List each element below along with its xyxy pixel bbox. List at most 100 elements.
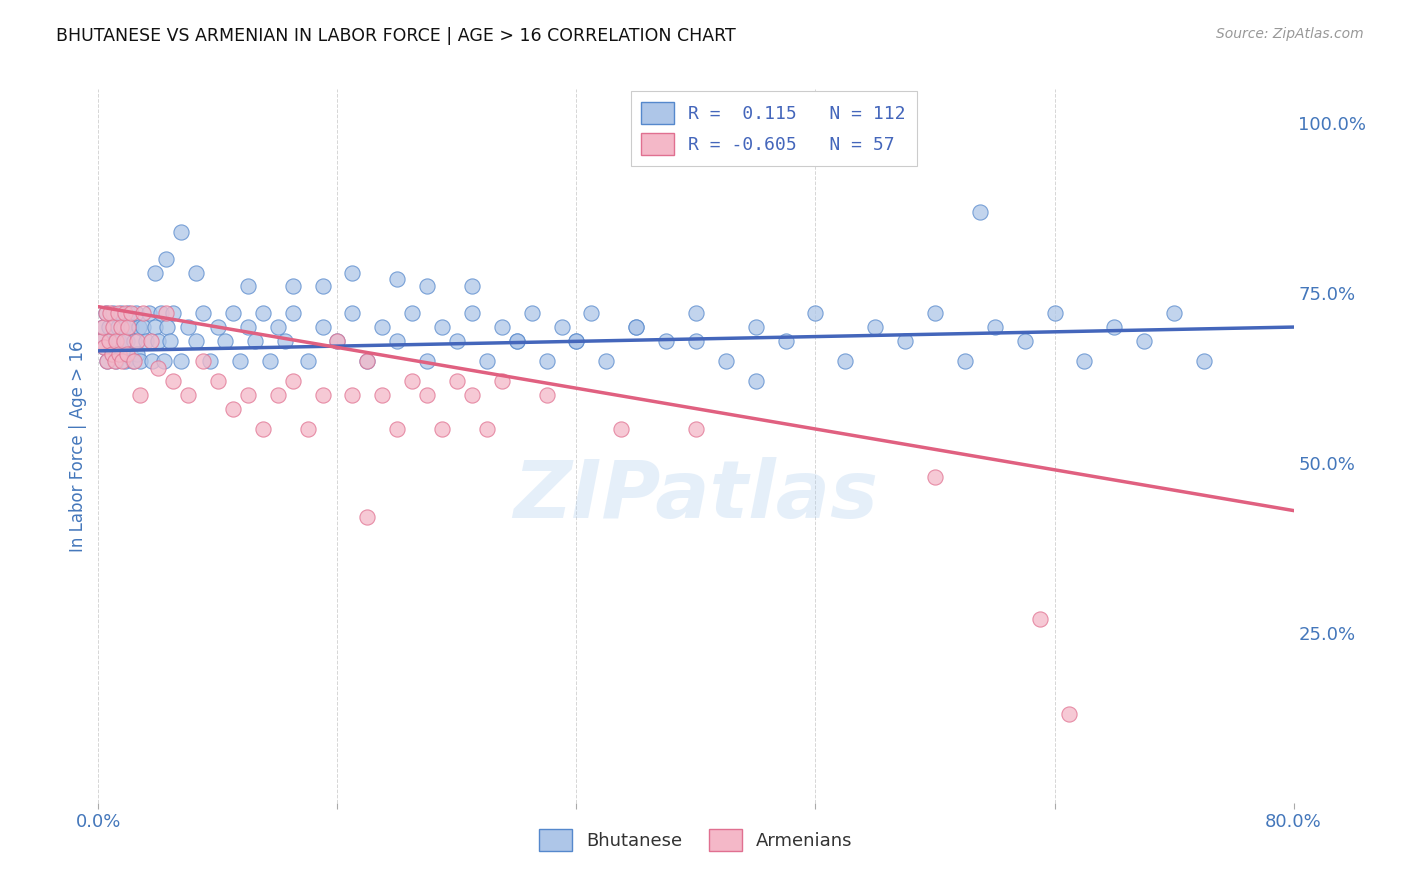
Point [342,306,364,320]
Point [111,354,134,368]
Point [101,347,124,361]
Point [506,334,529,348]
Point [267,320,290,334]
Point [108,334,131,348]
Point [184,266,207,280]
Point [97,320,120,334]
Point [148,360,170,375]
Point [90,334,112,348]
Point [416,279,439,293]
Point [101,347,124,361]
Point [115,334,138,348]
Point [127,334,149,348]
Legend: Bhutanese, Armenians: Bhutanese, Armenians [531,822,860,858]
Point [200,354,222,368]
Point [162,306,184,320]
Point [385,334,409,348]
Text: Source: ZipAtlas.com: Source: ZipAtlas.com [1216,27,1364,41]
Point [1133,334,1156,348]
Point [111,347,134,361]
Point [1192,354,1215,368]
Point [91,320,114,334]
Point [953,354,976,368]
Point [222,306,245,320]
Point [112,320,135,334]
Point [924,469,946,483]
Point [103,306,125,320]
Point [342,266,364,280]
Point [191,354,214,368]
Point [626,320,648,334]
Point [98,334,122,348]
Point [124,354,146,368]
Point [105,334,128,348]
Point [595,354,617,368]
Point [104,334,127,348]
Point [385,422,409,436]
Point [491,375,513,389]
Point [401,375,423,389]
Point [184,334,207,348]
Point [356,354,378,368]
Point [342,388,364,402]
Point [236,388,259,402]
Point [536,354,558,368]
Point [96,354,118,368]
Point [110,306,132,320]
Point [129,354,152,368]
Point [685,334,707,348]
Point [385,272,409,286]
Point [110,320,132,334]
Point [745,320,768,334]
Point [894,334,917,348]
Point [117,306,139,320]
Point [107,306,129,320]
Point [714,354,737,368]
Point [155,306,177,320]
Point [162,375,184,389]
Point [127,347,149,361]
Point [655,334,678,348]
Point [207,320,229,334]
Point [311,320,333,334]
Point [138,306,160,320]
Point [229,354,252,368]
Point [94,306,117,320]
Point [236,279,259,293]
Point [461,279,484,293]
Point [132,320,155,334]
Point [141,354,163,368]
Point [114,354,136,368]
Point [969,204,991,219]
Point [430,422,453,436]
Point [311,279,333,293]
Point [311,388,333,402]
Point [143,266,166,280]
Point [143,320,166,334]
Point [401,306,423,320]
Point [155,252,177,266]
Point [416,354,439,368]
Text: ZIPatlas: ZIPatlas [513,457,879,535]
Point [107,320,129,334]
Point [1073,354,1095,368]
Point [446,334,468,348]
Point [491,320,513,334]
Point [685,422,707,436]
Point [125,306,148,320]
Point [236,320,259,334]
Point [169,354,191,368]
Point [114,306,136,320]
Point [156,320,179,334]
Point [1043,306,1066,320]
Point [804,306,827,320]
Point [685,306,707,320]
Point [129,388,152,402]
Point [475,422,498,436]
Point [222,401,245,416]
Point [1163,306,1185,320]
Point [1104,320,1126,334]
Point [91,320,114,334]
Point [626,320,648,334]
Point [93,341,115,355]
